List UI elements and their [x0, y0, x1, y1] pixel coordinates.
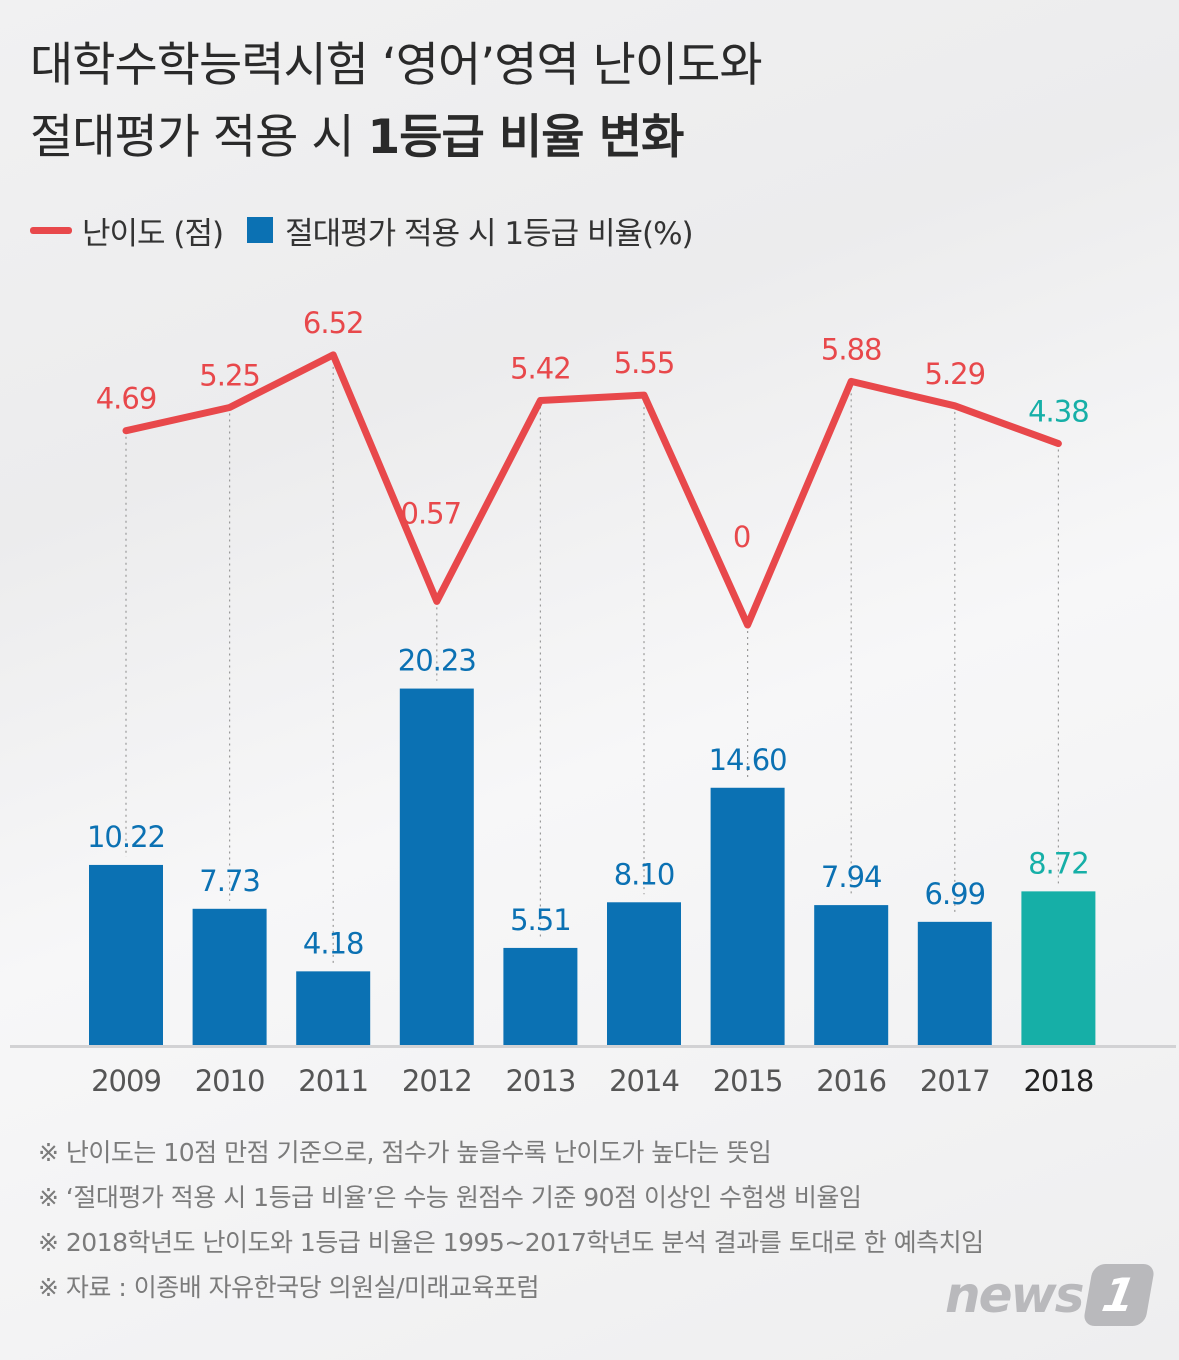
bar-2014 — [607, 902, 681, 1045]
bar-label-2016: 7.94 — [821, 860, 882, 894]
x-tick-2010: 2010 — [195, 1064, 265, 1098]
title-line-1: 대학수학능력시험 ‘영어’영역 난이도와 — [30, 38, 763, 93]
legend-bar-label: 절대평가 적용 시 1등급 비율(%) — [285, 215, 694, 252]
footnote-ratio-definition: ※ ‘절대평가 적용 시 1등급 비율’은 수능 원점수 기준 90점 이상인 … — [38, 1183, 862, 1212]
footnotes: ※ 난이도는 10점 만점 기준으로, 점수가 높을수록 난이도가 높다는 뜻임… — [38, 1130, 984, 1310]
bar-2009 — [89, 864, 163, 1045]
chart-legend: 난이도 (점) 절대평가 적용 시 1등급 비율(%) — [30, 208, 694, 252]
bar-label-2017: 6.99 — [925, 877, 986, 911]
line-label-2013: 5.42 — [510, 351, 571, 385]
line-label-2018: 4.38 — [1028, 395, 1089, 429]
x-tick-2013: 2013 — [505, 1064, 575, 1098]
line-label-2009: 4.69 — [96, 382, 157, 416]
bar-label-2015: 14.60 — [709, 743, 787, 777]
x-tick-2015: 2015 — [713, 1064, 783, 1098]
bar-label-2010: 7.73 — [199, 864, 260, 898]
footnote-2018-estimate: ※ 2018학년도 난이도와 1등급 비율은 1995~2017학년도 분석 결… — [38, 1228, 984, 1257]
bar-label-2018: 8.72 — [1028, 846, 1089, 880]
legend-line-label: 난이도 (점) — [82, 215, 224, 252]
x-tick-2011: 2011 — [298, 1064, 368, 1098]
x-axis-baseline — [10, 1045, 1176, 1048]
bar-label-2012: 20.23 — [398, 644, 476, 678]
title-line-2-normal: 절대평가 적용 시 — [30, 110, 368, 165]
x-tick-2014: 2014 — [609, 1064, 679, 1098]
x-tick-2018: 2018 — [1023, 1064, 1093, 1098]
bar-2018 — [1021, 891, 1096, 1045]
footnote-difficulty: ※ 난이도는 10점 만점 기준으로, 점수가 높을수록 난이도가 높다는 뜻임 — [38, 1138, 772, 1167]
legend-line-swatch — [30, 226, 72, 234]
bar-label-2014: 8.10 — [614, 857, 675, 891]
x-tick-2017: 2017 — [920, 1064, 990, 1098]
bar-label-2013: 5.51 — [510, 903, 571, 937]
x-tick-2009: 2009 — [91, 1064, 161, 1098]
footnote-source: ※ 자료 : 이종배 자유한국당 의원실/미래교육포럼 — [38, 1273, 540, 1302]
line-label-2014: 5.55 — [614, 346, 675, 380]
bar-2016 — [814, 905, 889, 1045]
line-label-2010: 5.25 — [199, 359, 260, 393]
bar-2017 — [917, 921, 992, 1045]
title-line-2: 절대평가 적용 시 1등급 비율 변화 — [30, 102, 762, 174]
bar-2015 — [710, 787, 785, 1045]
legend-bar-swatch — [247, 217, 274, 243]
bar-2013 — [503, 947, 578, 1045]
x-tick-2016: 2016 — [816, 1064, 886, 1098]
line-label-2011: 6.52 — [303, 306, 364, 340]
bar-2010 — [192, 908, 267, 1045]
line-label-2016: 5.88 — [821, 332, 882, 366]
news1-logo: news 1 — [945, 1264, 1156, 1326]
line-label-2015: 0 — [733, 520, 750, 554]
difficulty-line-series — [122, 351, 1062, 629]
logo-text: news — [945, 1266, 1084, 1324]
chart-title: 대학수학능력시험 ‘영어’영역 난이도와 절대평가 적용 시 1등급 비율 변화 — [30, 30, 763, 174]
bar-label-2011: 4.18 — [303, 926, 364, 960]
bar-2012 — [399, 688, 474, 1045]
logo-mark: 1 — [1083, 1264, 1156, 1326]
combo-chart: 10.22 2009 7.73 2010 4.18 2011 20.23 2012 5.51 20… — [10, 306, 1176, 1098]
bar-2011 — [296, 971, 371, 1045]
bar-label-2009: 10.22 — [87, 820, 165, 854]
x-tick-2012: 2012 — [402, 1064, 472, 1098]
line-label-2017: 5.29 — [925, 357, 986, 391]
title-line-2-bold: 1등급 비율 변화 — [367, 110, 685, 165]
line-label-2012: 0.57 — [401, 496, 462, 530]
